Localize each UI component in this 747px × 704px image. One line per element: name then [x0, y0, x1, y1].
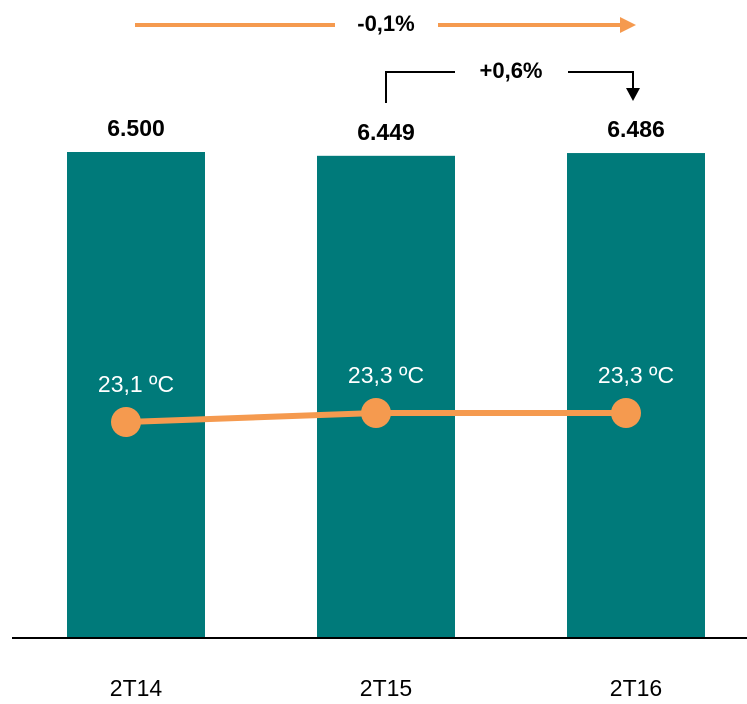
bar-label: 6.500 [107, 115, 165, 141]
bar [67, 152, 205, 638]
arrow-head [620, 17, 636, 33]
annotation: +0,6% [480, 58, 543, 83]
bar-label: 6.486 [607, 116, 665, 142]
annotation: -0,1% [357, 11, 414, 36]
arrow-head [626, 88, 640, 101]
point [361, 398, 391, 428]
point [611, 398, 641, 428]
point-label: 23,1 ºC [98, 371, 174, 397]
x-tick-label: 2T14 [110, 675, 163, 701]
point-label: 23,3 ºC [598, 362, 674, 388]
bar [317, 155, 455, 638]
x-tick-label: 2T16 [610, 675, 662, 701]
bracket [385, 71, 455, 103]
bar [567, 153, 705, 639]
point-label: 23,3 ºC [348, 362, 424, 388]
point [111, 407, 141, 437]
x-tick-label: 2T15 [360, 675, 412, 701]
plot: 2T14 2T15 2T16 6.500 6.449 6.486 23,1 ºC 23,3 º… [67, 115, 705, 701]
bracket [568, 71, 634, 90]
bar-label: 6.449 [357, 119, 415, 145]
